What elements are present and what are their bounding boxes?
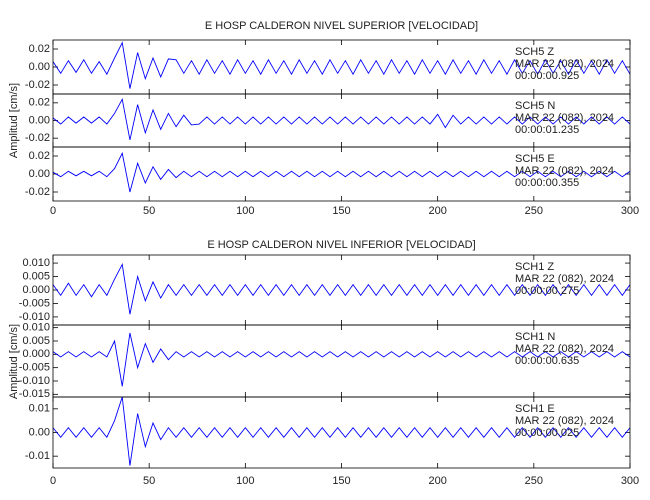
trace-annotation: 00:00:00.925: [515, 70, 579, 82]
y-tick-label: 0.01: [29, 403, 50, 415]
y-tick-label: -0.005: [19, 297, 50, 309]
x-tick-label: 50: [143, 475, 155, 487]
trace-annotation: MAR 22 (082), 2024: [515, 58, 614, 70]
x-tick-label: 100: [236, 205, 254, 217]
trace-annotation: MAR 22 (082), 2024: [515, 112, 614, 124]
y-tick-label: -0.02: [25, 186, 50, 198]
y-tick-label: 0.00: [29, 426, 50, 438]
x-tick-label: 300: [621, 205, 639, 217]
waveform: [52, 151, 631, 193]
y-axis-label: Amplitud [cm/s]: [8, 324, 20, 399]
y-tick-label: 0.005: [22, 335, 50, 347]
y-tick-label: 0.02: [29, 97, 50, 109]
waveform: [52, 41, 631, 89]
y-tick-label: -0.015: [19, 388, 50, 400]
trace-name: SCH1 N: [515, 331, 555, 343]
x-tick-label: 250: [525, 205, 543, 217]
y-tick-label: 0.010: [22, 322, 50, 334]
trace-annotation: 00:00:01.235: [515, 124, 579, 136]
y-tick-label: -0.02: [25, 79, 50, 91]
waveform: [52, 262, 631, 315]
waveform: [52, 332, 631, 387]
y-tick-label: 0.02: [29, 150, 50, 162]
x-tick-label: 200: [428, 205, 446, 217]
trace-annotation: 00:00:00.355: [515, 177, 579, 189]
panel-frame: [52, 146, 631, 202]
y-tick-label: 0.00: [29, 61, 50, 73]
y-tick-label: 0.005: [22, 270, 50, 282]
trace-annotation: MAR 22 (082), 2024: [515, 273, 614, 285]
y-tick-label: 0.02: [29, 43, 50, 55]
y-tick-label: -0.005: [19, 362, 50, 374]
y-tick-label: 0.000: [22, 348, 50, 360]
x-tick-label: 150: [332, 475, 350, 487]
trace-annotation: MAR 22 (082), 2024: [515, 343, 614, 355]
y-tick-label: -0.010: [19, 375, 50, 387]
x-tick-label: 300: [621, 475, 639, 487]
trace-annotation: 00:00:00.275: [515, 285, 579, 297]
x-tick-label: 100: [236, 475, 254, 487]
y-tick-label: -0.01: [25, 450, 50, 462]
chart-title: E HOSP CALDERON NIVEL SUPERIOR [VELOCIDA…: [205, 20, 478, 32]
chart-title: E HOSP CALDERON NIVEL INFERIOR [VELOCIDA…: [207, 239, 475, 251]
x-tick-label: 250: [525, 475, 543, 487]
y-tick-label: 0.010: [22, 257, 50, 269]
x-tick-label: 0: [50, 205, 56, 217]
trace-name: SCH1 E: [515, 403, 555, 415]
waveform: [52, 396, 631, 466]
trace-annotation: MAR 22 (082), 2024: [515, 415, 614, 427]
y-tick-label: -0.02: [25, 132, 50, 144]
y-tick-label: -0.010: [19, 311, 50, 323]
trace-name: SCH5 Z: [515, 46, 554, 58]
trace-name: SCH5 N: [515, 100, 555, 112]
y-tick-label: 0.00: [29, 168, 50, 180]
waveform: [52, 97, 631, 141]
y-axis-label: Amplitud [cm/s]: [8, 83, 20, 158]
x-tick-label: 150: [332, 205, 350, 217]
trace-name: SCH5 E: [515, 153, 555, 165]
trace-name: SCH1 Z: [515, 261, 554, 273]
panel-frame: [52, 396, 631, 469]
trace-annotation: MAR 22 (082), 2024: [515, 165, 614, 177]
y-tick-label: 0.00: [29, 114, 50, 126]
x-tick-label: 200: [428, 475, 446, 487]
trace-annotation: 00:00:00.025: [515, 427, 579, 439]
y-tick-label: 0.000: [22, 284, 50, 296]
trace-annotation: 00:00:00.635: [515, 355, 579, 367]
x-tick-label: 50: [143, 205, 155, 217]
x-tick-label: 0: [50, 475, 56, 487]
